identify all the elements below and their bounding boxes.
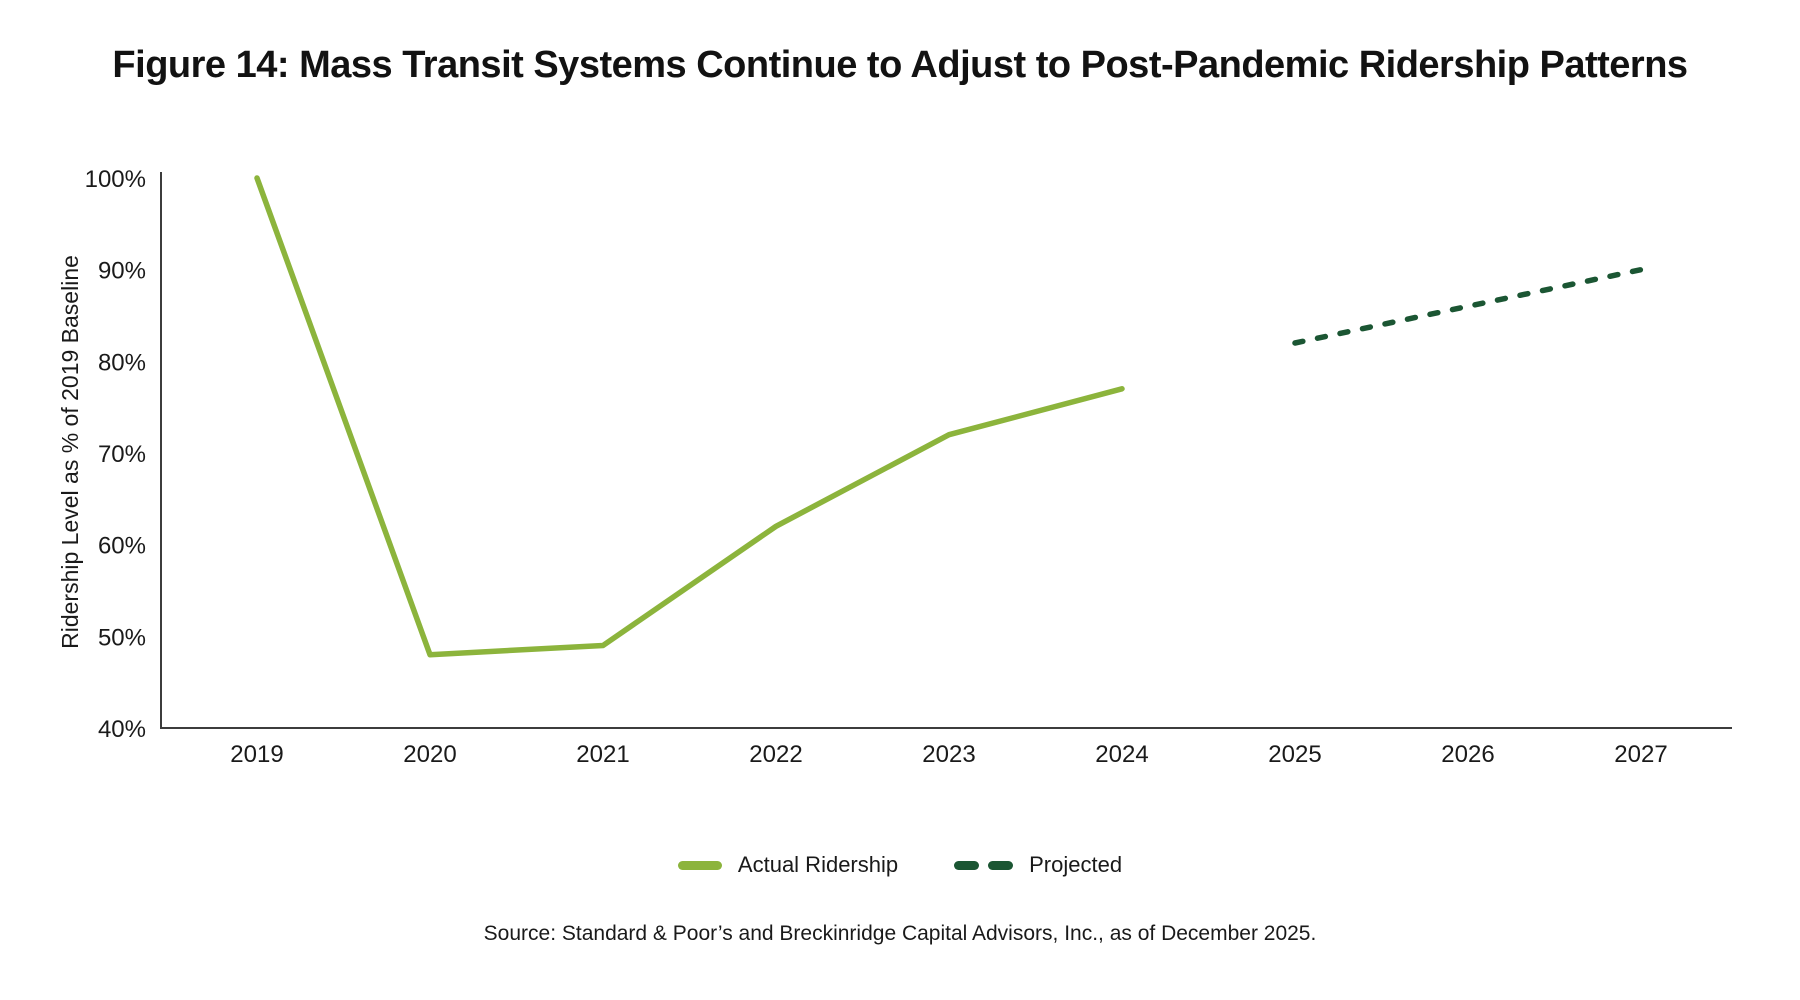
legend-item-projected: Projected bbox=[954, 852, 1122, 878]
y-tick-label: 70% bbox=[98, 441, 146, 468]
projected-line-swatch bbox=[954, 860, 1014, 870]
dash-segment-icon bbox=[988, 860, 1014, 870]
x-tick-label-2019: 2019 bbox=[230, 741, 283, 768]
y-tick-label: 100% bbox=[85, 166, 146, 193]
legend-label-projected: Projected bbox=[1029, 852, 1123, 877]
dash-segment-icon bbox=[954, 860, 980, 870]
y-tick-label: 60% bbox=[98, 533, 146, 560]
y-tick-label: 80% bbox=[98, 349, 146, 376]
y-tick-label: 40% bbox=[98, 716, 146, 743]
figure-title: Figure 14: Mass Transit Systems Continue… bbox=[112, 44, 1688, 86]
y-tick-label: 50% bbox=[98, 624, 146, 651]
legend-item-actual: Actual Ridership bbox=[677, 852, 899, 878]
x-tick-label-2021: 2021 bbox=[576, 741, 629, 768]
legend: Actual Ridership Projected bbox=[0, 852, 1800, 878]
actual-ridership-line bbox=[254, 175, 1125, 658]
x-tick-label-2020: 2020 bbox=[403, 741, 456, 768]
y-tick-label: 90% bbox=[98, 258, 146, 285]
source-attribution: Source: Standard & Poor’s and Breckinrid… bbox=[483, 922, 1317, 945]
axis-lines bbox=[160, 172, 1732, 729]
y-axis-title: Ridership Level as % of 2019 Baseline bbox=[57, 255, 83, 649]
legend-label-actual: Actual Ridership bbox=[737, 852, 899, 877]
x-tick-label-2027: 2027 bbox=[1614, 741, 1667, 768]
x-tick-label-2024: 2024 bbox=[1095, 741, 1148, 768]
projected-line bbox=[1292, 266, 1644, 346]
x-tick-label-2026: 2026 bbox=[1441, 741, 1494, 768]
x-tick-label-2023: 2023 bbox=[922, 741, 975, 768]
actual-line-swatch bbox=[677, 860, 722, 870]
x-tick-label-2025: 2025 bbox=[1268, 741, 1321, 768]
x-tick-label-2022: 2022 bbox=[749, 741, 802, 768]
